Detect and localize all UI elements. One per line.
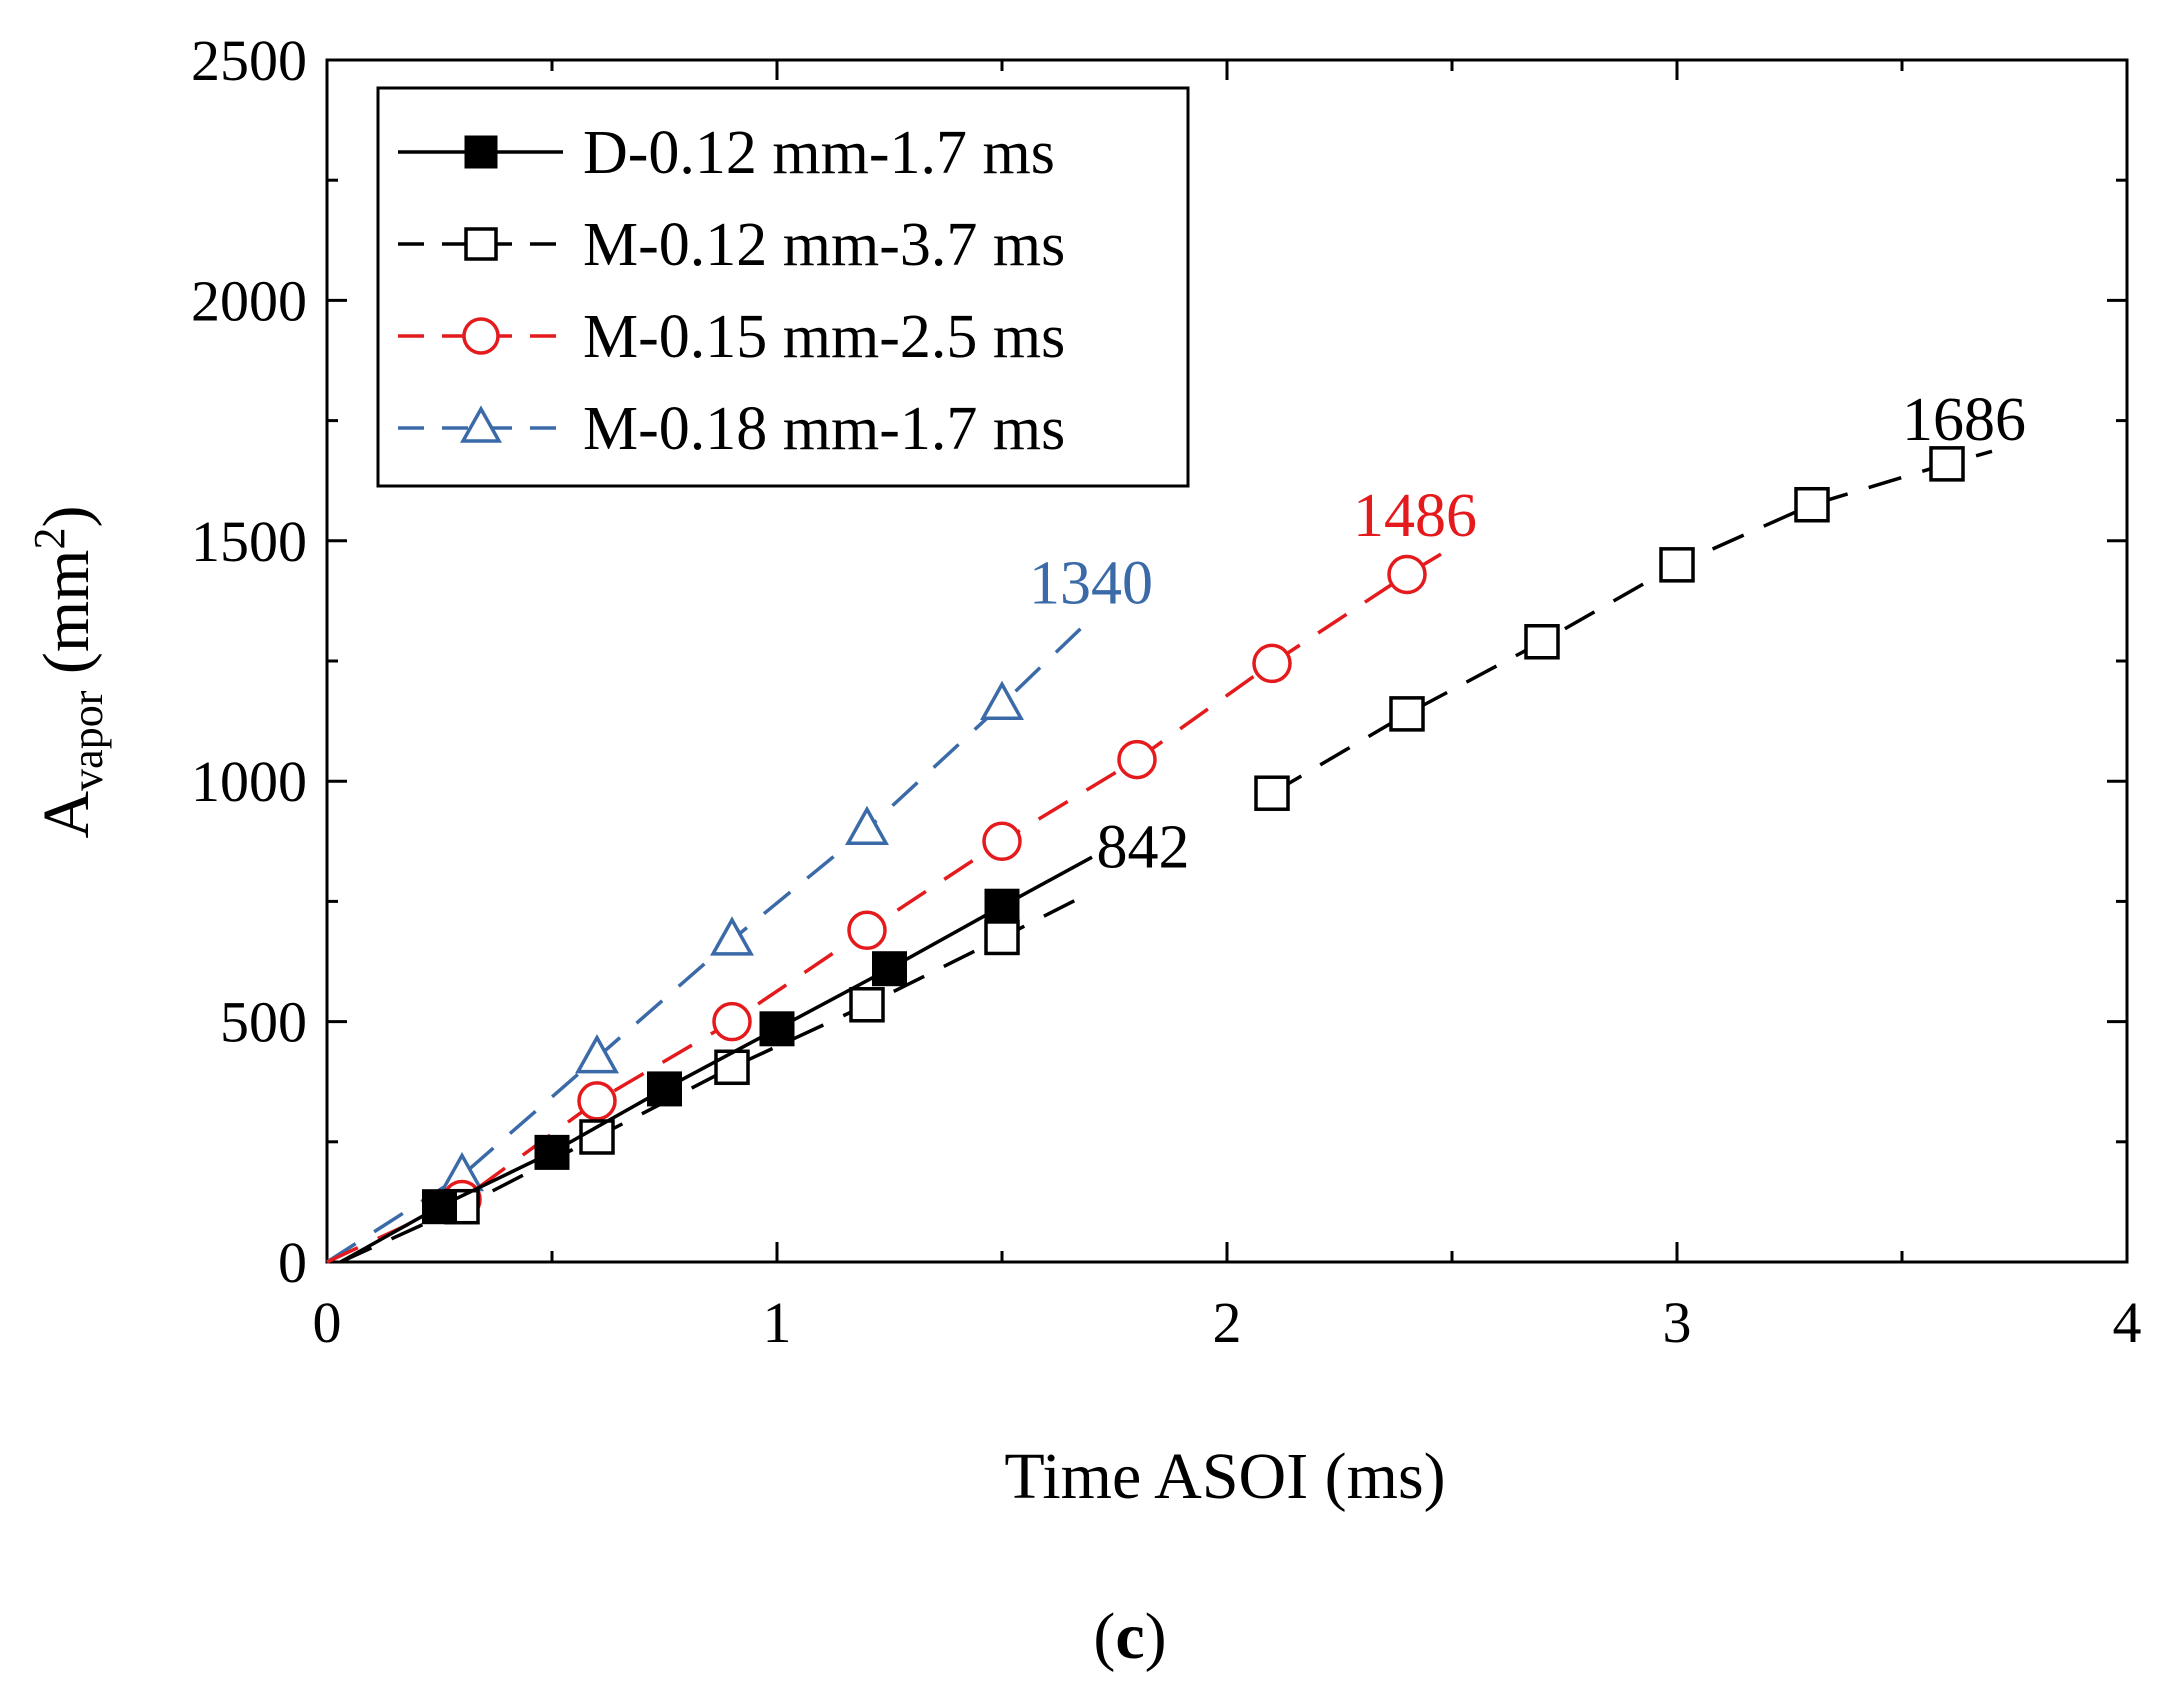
y-axis-title-sup: 2	[25, 527, 74, 549]
data-point	[759, 1011, 795, 1047]
legend-marker	[464, 135, 498, 169]
x-tick-label: 2	[1213, 1290, 1242, 1355]
legend-marker	[460, 405, 502, 443]
y-tick-label: 2000	[191, 268, 307, 333]
x-tick-label: 4	[2113, 1290, 2142, 1355]
y-tick-label: 1000	[191, 749, 307, 814]
series-line	[326, 616, 1094, 1264]
y-tick-label: 2500	[191, 28, 307, 93]
data-point	[1117, 739, 1157, 780]
value-annotation: 842	[1097, 814, 1190, 882]
data-point	[714, 1049, 750, 1086]
data-point	[1794, 486, 1830, 523]
legend-label: M-0.12 mm-3.7 ms	[583, 211, 1065, 279]
y-tick-label: 500	[220, 990, 307, 1055]
data-point	[984, 919, 1020, 956]
data-point	[1659, 547, 1695, 583]
x-tick-label: 1	[763, 1290, 792, 1355]
legend-box	[376, 86, 1190, 488]
data-point	[1254, 775, 1290, 811]
data-point	[1524, 624, 1560, 660]
y-tick-label: 1500	[191, 509, 307, 574]
data-point	[1929, 446, 1965, 482]
data-point	[847, 910, 887, 950]
data-point	[422, 1189, 457, 1225]
y-axis-title: Avapor (mm2)	[25, 506, 112, 839]
y-axis-title-sub: vapor	[63, 690, 112, 791]
value-annotation: 1486	[1353, 482, 1477, 550]
legend-label: D-0.12 mm-1.7 ms	[583, 119, 1055, 187]
data-point	[1387, 554, 1427, 595]
y-axis-title-main: A	[30, 791, 103, 839]
data-point	[712, 1001, 752, 1042]
data-point	[577, 1081, 617, 1121]
series-3	[326, 616, 1094, 1264]
value-annotation: 1686	[1902, 386, 2026, 454]
legend: D-0.12 mm-1.7 ms M-0.12 mm-3.7 ms M-0.15 m…	[376, 86, 1190, 488]
data-point	[980, 680, 1024, 721]
series-2	[326, 546, 1453, 1264]
legend-label: M-0.15 mm-2.5 ms	[583, 303, 1065, 371]
data-point	[845, 805, 889, 846]
axis-ticks: 0 1 2 3 4 0 500 1000 1500 2000 2500	[191, 28, 2142, 1355]
annotations: 842 1686 1486 1340	[1029, 386, 2026, 882]
data-point	[1252, 643, 1292, 684]
data-point	[982, 821, 1022, 862]
series-line	[326, 546, 1453, 1264]
caption-close: )	[1145, 1600, 1167, 1673]
data-point	[534, 1134, 570, 1170]
series-0	[339, 855, 1093, 1264]
data-point	[710, 916, 754, 956]
data-point	[647, 1071, 682, 1107]
y-tick-label: 0	[278, 1230, 307, 1295]
data-point	[849, 987, 885, 1023]
series-line	[339, 855, 1093, 1264]
caption-open: (	[1093, 1600, 1115, 1673]
value-annotation: 1340	[1029, 549, 1153, 617]
data-point	[1389, 696, 1425, 732]
y-axis-title-close: )	[30, 506, 103, 528]
x-axis-title: Time ASOI (ms)	[1004, 1440, 1445, 1513]
y-axis-title-unit: (mm	[30, 549, 103, 690]
figure-caption: (c)	[1093, 1600, 1166, 1673]
data-point	[872, 951, 907, 987]
x-tick-label: 0	[313, 1290, 342, 1355]
series-layer	[326, 446, 1993, 1264]
legend-label: M-0.18 mm-1.7 ms	[583, 395, 1065, 463]
data-point	[984, 888, 1020, 924]
caption-letter: c	[1115, 1600, 1144, 1673]
legend-marker	[462, 317, 500, 355]
x-tick-label: 3	[1663, 1290, 1692, 1355]
legend-marker	[464, 227, 498, 261]
data-point	[575, 1034, 619, 1074]
